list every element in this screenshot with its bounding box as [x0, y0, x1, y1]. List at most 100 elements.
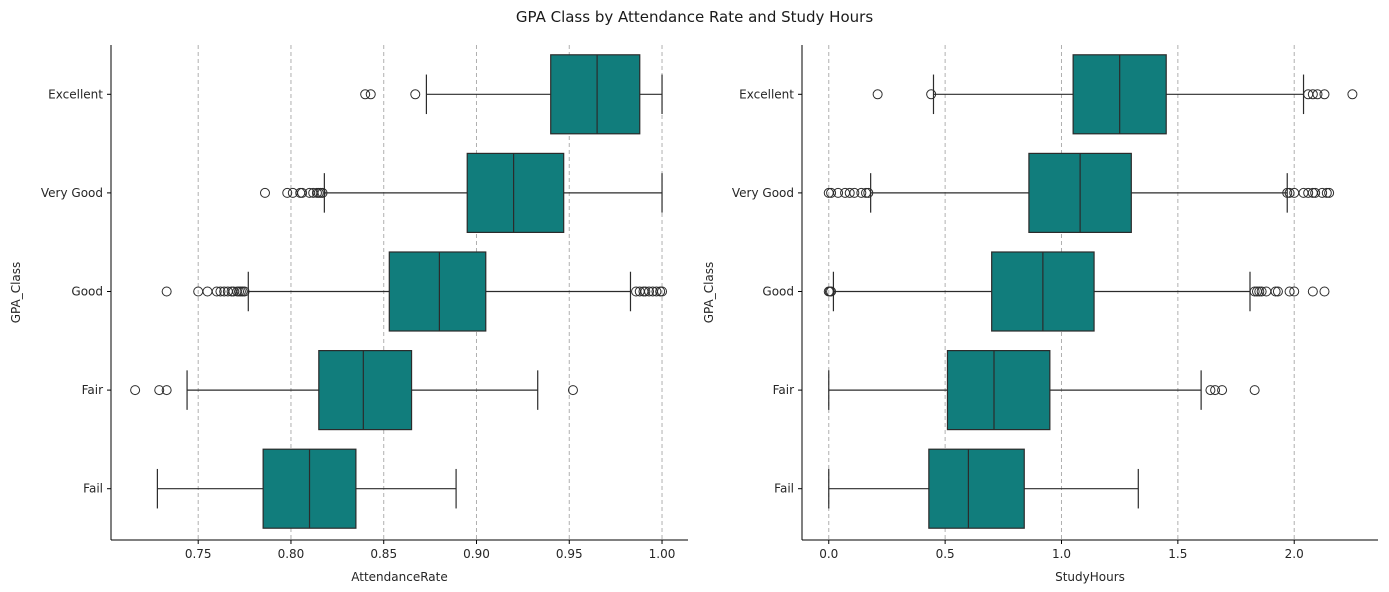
y-tick-label: Excellent [739, 87, 794, 101]
y-axis-label: GPA_Class [9, 262, 23, 324]
outlier-point [1319, 89, 1330, 100]
outlier-point [1303, 187, 1314, 198]
outlier-point [360, 89, 371, 100]
outlier-point [1249, 286, 1260, 297]
y-tick-label: Very Good [41, 186, 103, 200]
x-tick-label: 0.5 [936, 547, 955, 561]
y-tick-label: Good [71, 285, 103, 299]
iqr-box [388, 251, 487, 332]
outlier-point [833, 187, 844, 198]
outlier-point [657, 286, 668, 297]
outlier-point [410, 89, 421, 100]
outlier-point [651, 286, 662, 297]
y-tick-label: Fair [773, 383, 794, 397]
x-axis-label: AttendanceRate [351, 570, 447, 584]
outlier-point [154, 385, 165, 396]
iqr-box [550, 54, 641, 135]
x-tick-label: 1.00 [649, 547, 676, 561]
outlier-point [926, 89, 937, 100]
outlier-point [1317, 187, 1328, 198]
outlier-point [1307, 89, 1318, 100]
box-excellent [360, 54, 663, 135]
outlier-point [365, 89, 376, 100]
y-tick-label: Fair [82, 383, 103, 397]
y-tick-label: Fail [83, 482, 103, 496]
outlier-point [1284, 187, 1295, 198]
outlier-point [861, 187, 871, 198]
x-axis-label: StudyHours [1055, 570, 1125, 584]
y-tick-label: Excellent [48, 87, 103, 101]
x-tick-label: 0.80 [278, 547, 305, 561]
iqr-box [466, 152, 565, 233]
x-tick-label: 2.0 [1285, 547, 1304, 561]
x-tick-label: 1.0 [1052, 547, 1071, 561]
outlier-point [161, 286, 172, 297]
outlier-point [1321, 187, 1332, 198]
y-tick-label: Fail [774, 482, 794, 496]
outlier-point [1249, 385, 1260, 396]
box-fail [156, 448, 457, 529]
outlier-point [872, 89, 883, 100]
outlier-point [567, 385, 578, 396]
x-tick-label: 0.95 [556, 547, 583, 561]
box-good [823, 251, 1330, 332]
iqr-box [946, 350, 1051, 431]
box-fail [828, 448, 1139, 529]
y-axis-label: GPA_Class [702, 262, 716, 324]
outlier-point [1307, 286, 1318, 297]
outlier-point [1272, 286, 1283, 297]
outlier-point [826, 187, 837, 198]
outlier-point [856, 187, 867, 198]
box-very-good [259, 152, 663, 233]
outlier-point [1282, 187, 1293, 198]
outlier-point [1210, 385, 1221, 396]
outlier-point [1254, 286, 1265, 297]
outlier-point [1256, 286, 1267, 297]
outlier-point [863, 187, 874, 198]
outlier-point [161, 385, 172, 396]
outlier-point [239, 286, 250, 297]
box-very-good [823, 152, 1335, 233]
outlier-point [1310, 187, 1321, 198]
outlier-point [1312, 89, 1323, 100]
box-excellent [872, 54, 1358, 135]
outlier-point [1284, 286, 1295, 297]
outlier-point [211, 286, 222, 297]
box-good [161, 251, 668, 332]
outlier-point [1324, 187, 1335, 198]
iqr-box [318, 350, 413, 431]
x-tick-label: 0.90 [463, 547, 490, 561]
outlier-point [297, 187, 308, 198]
x-tick-label: 1.5 [1168, 547, 1187, 561]
outlier-point [1217, 385, 1228, 396]
outlier-point [640, 286, 651, 297]
y-tick-label: Very Good [732, 186, 794, 200]
outlier-point [644, 286, 655, 297]
box-fair [130, 350, 578, 431]
outlier-point [826, 286, 837, 297]
y-tick-label: Good [762, 285, 794, 299]
figure-title: GPA Class by Attendance Rate and Study H… [515, 8, 874, 26]
x-tick-label: 0.75 [185, 547, 212, 561]
outlier-point [130, 385, 141, 396]
outlier-point [849, 187, 860, 198]
outlier-point [282, 187, 293, 198]
outlier-point [1347, 89, 1358, 100]
outlier-point [844, 187, 855, 198]
chart-panel-2: 0.0 0.5 1.0 1.5 2.0 Excellent Very Good Good Fai… [702, 45, 1378, 584]
outlier-point [1270, 286, 1281, 297]
outlier-point [259, 187, 270, 198]
outlier-point [215, 286, 226, 297]
x-tick-label: 0.0 [819, 547, 838, 561]
outlier-point [1205, 385, 1216, 396]
outlier-point [202, 286, 213, 297]
x-tick-label: 0.85 [370, 547, 397, 561]
iqr-box [928, 448, 1025, 529]
outlier-point [1289, 286, 1300, 297]
box-fair [828, 350, 1260, 431]
outlier-point [317, 187, 328, 198]
outlier-point [1319, 286, 1330, 297]
chart-panel-1: 0.75 0.80 0.85 0.90 0.95 1.00 Excellent Very Go… [9, 45, 688, 584]
